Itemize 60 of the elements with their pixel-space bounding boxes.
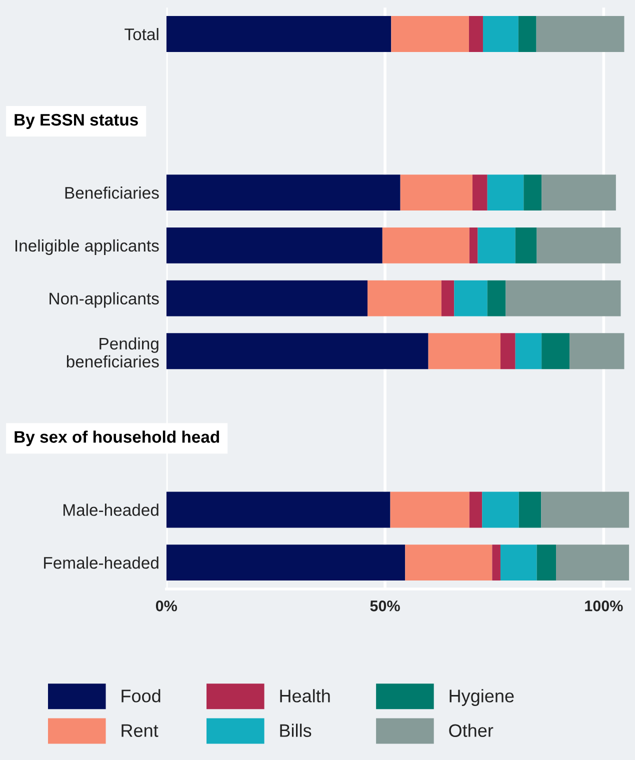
bar [515, 227, 537, 264]
legend-label: Food [122, 689, 160, 702]
y-tick-label: Ineligible applicants [16, 239, 159, 255]
bar [472, 174, 488, 211]
bar [542, 333, 570, 370]
bar [166, 280, 368, 316]
bar [166, 544, 406, 581]
bar [542, 174, 616, 211]
bar [536, 16, 624, 52]
bar [506, 280, 621, 316]
bar [478, 227, 516, 264]
bar [469, 227, 478, 264]
legend-label: Health [280, 689, 330, 702]
legend-label: Hygiene [450, 689, 514, 706]
x-tick-label: 0% [156, 600, 178, 612]
bar [541, 492, 630, 528]
bar [500, 333, 516, 370]
bar [454, 280, 488, 316]
bar [469, 492, 482, 528]
bar [482, 16, 518, 52]
y-tick-label: Beneficiaries [65, 186, 159, 199]
bar [382, 227, 470, 264]
bar [482, 492, 519, 528]
bar [556, 544, 630, 581]
legend-label: Bills [280, 724, 312, 737]
bar [441, 280, 454, 316]
bar [487, 280, 506, 316]
bar [405, 544, 492, 581]
bar [518, 16, 536, 52]
bar [368, 280, 442, 316]
y-tick-label: Male-headed [64, 504, 158, 516]
bar [166, 333, 428, 370]
bar [500, 544, 537, 581]
bar [166, 227, 382, 264]
y-tick-label: Female-headed [44, 556, 158, 569]
bar [166, 492, 390, 528]
legend-label: Other [449, 724, 494, 737]
bar [166, 174, 400, 211]
y-tick-label: Pending beneficiaries [66, 337, 159, 368]
bar [570, 333, 624, 370]
x-tick-label: 50% [370, 600, 400, 612]
legend-label: Rent [122, 724, 158, 737]
bar [400, 174, 472, 211]
bar [468, 16, 483, 52]
bar [391, 16, 469, 52]
y-tick-label: Total [124, 28, 158, 40]
bar [492, 544, 500, 581]
bar [428, 333, 500, 370]
bar [166, 16, 392, 52]
bar [536, 227, 621, 264]
bar [536, 544, 556, 581]
x-tick-label: 100% [585, 600, 623, 612]
y-tick-label: Non-applicants [50, 292, 159, 308]
bar [524, 174, 542, 211]
bar [515, 333, 542, 370]
bar [390, 492, 470, 528]
text: By ESSN status [14, 114, 138, 130]
bar [487, 174, 524, 211]
bar [518, 492, 542, 528]
annotation: By sex of household head [14, 430, 220, 446]
